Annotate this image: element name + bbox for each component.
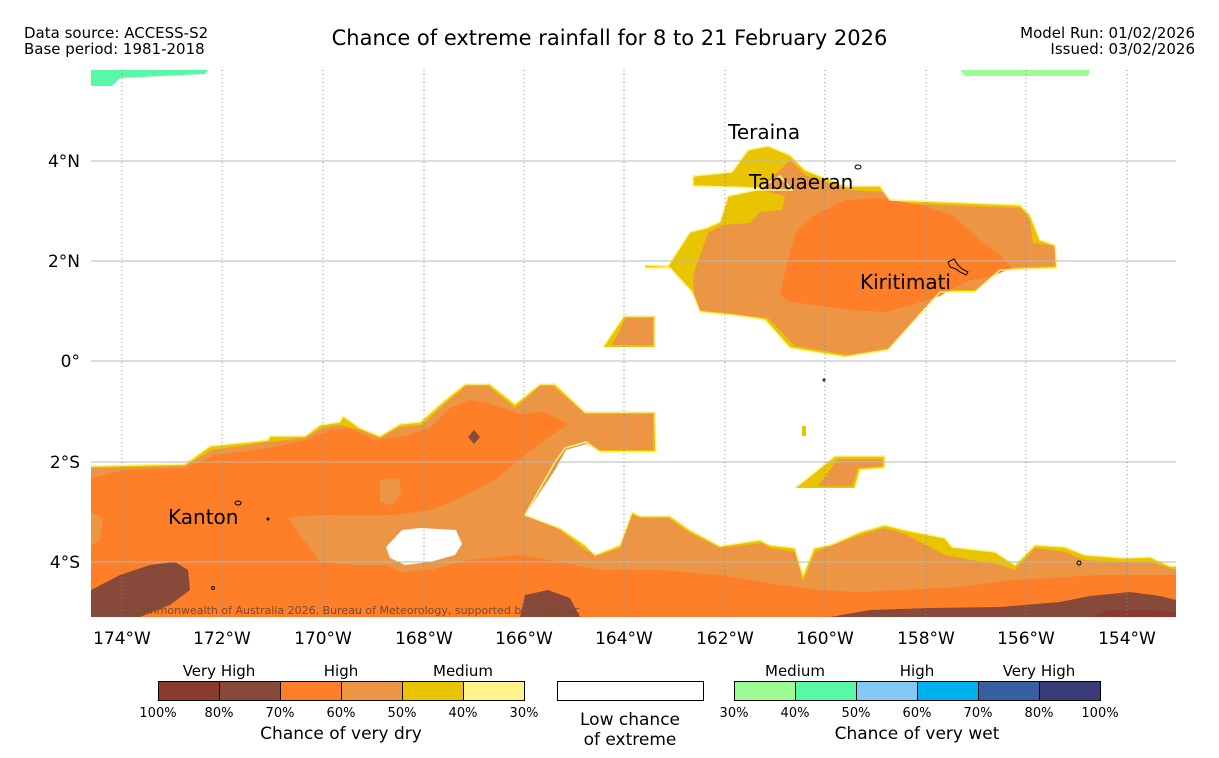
dry-dot-small xyxy=(802,426,806,436)
very-dry-region-s xyxy=(520,590,580,617)
wet-swatch xyxy=(979,682,1040,700)
low-chance-label: Low chance of extreme xyxy=(540,710,720,750)
lat-label: 2°S xyxy=(50,453,80,473)
latitude-labels: 4°N 2°N 0° 2°S 4°S xyxy=(48,152,80,573)
dry-region-south-core xyxy=(91,400,1176,617)
lon-label: 160°W xyxy=(796,629,854,649)
place-labels: Teraina Tabuaeran Kiritimati Kanton xyxy=(168,120,951,529)
lon-label: 170°W xyxy=(294,629,352,649)
header-right: Model Run: 01/02/2026 Issued: 03/02/2026 xyxy=(1020,25,1195,57)
wet-region-ne xyxy=(960,70,1090,76)
dry-legend-title: Chance of very dry xyxy=(260,724,422,744)
gridlines xyxy=(91,70,1176,617)
lon-label: 156°W xyxy=(997,629,1055,649)
dry-patch-dark xyxy=(468,430,480,444)
lat-label: 0° xyxy=(61,352,80,372)
base-period-text: Base period: 1981-2018 xyxy=(24,40,205,58)
data-source-text: Data source: ACCESS-S2 xyxy=(24,24,209,42)
wet-tick: 70% xyxy=(963,706,993,721)
dry-swatch xyxy=(220,682,281,700)
dry-swatch xyxy=(342,682,403,700)
wet-tick: 80% xyxy=(1024,706,1054,721)
place-label-teraina: Teraina xyxy=(727,120,800,144)
dry-tick: 70% xyxy=(265,706,295,721)
lat-label: 2°N xyxy=(48,252,80,272)
wet-tick: 30% xyxy=(719,706,749,721)
place-label-tabuaeran: Tabuaeran xyxy=(748,170,853,194)
dry-tick: 100% xyxy=(139,706,177,721)
lat-label: 4°S xyxy=(50,553,80,573)
wet-region-nw xyxy=(91,70,208,86)
island-small-east xyxy=(1076,560,1082,566)
island-outlines xyxy=(211,164,1082,590)
dry-patch-south-mid-inner xyxy=(818,459,882,486)
wet-swatch xyxy=(1040,682,1100,700)
low-chance-line1: Low chance xyxy=(580,710,680,730)
wet-category-high: High xyxy=(899,662,935,680)
dry-patch-orange-a xyxy=(380,478,402,505)
dry-category-high: High xyxy=(323,662,359,680)
dry-swatch xyxy=(403,682,464,700)
map-title: Chance of extreme rainfall for 8 to 21 F… xyxy=(331,26,888,50)
lon-label: 168°W xyxy=(395,629,453,649)
dry-region-north-core xyxy=(780,198,1012,312)
dry-tick: 40% xyxy=(448,706,478,721)
wet-category-very-high: Very High xyxy=(1002,662,1076,680)
dry-tick: 60% xyxy=(326,706,356,721)
low-chance-swatch xyxy=(557,681,704,701)
very-dry-region-sw xyxy=(91,562,190,617)
island-small-kanton xyxy=(266,517,270,521)
wet-tick: 60% xyxy=(902,706,932,721)
island-tabuaeran xyxy=(854,164,862,170)
copyright-text: © Commonwealth of Australia 2026, Bureau… xyxy=(117,604,580,617)
lat-label: 4°N xyxy=(48,152,80,172)
wet-tick: 40% xyxy=(780,706,810,721)
dry-tick: 50% xyxy=(387,706,417,721)
low-chance-line2: of extreme xyxy=(583,730,677,750)
dry-swatch xyxy=(464,682,524,700)
dry-colorbar xyxy=(158,681,525,701)
lon-label: 174°W xyxy=(93,629,151,649)
dry-tick: 30% xyxy=(509,706,539,721)
lon-label: 158°W xyxy=(897,629,955,649)
model-run-text: Model Run: 01/02/2026 xyxy=(1020,24,1195,42)
wet-tick: 100% xyxy=(1081,706,1119,721)
wet-swatch xyxy=(857,682,918,700)
dry-patch-orange-b xyxy=(91,512,103,546)
lon-label: 172°W xyxy=(193,629,251,649)
place-label-kiritimati: Kiritimati xyxy=(860,270,951,294)
place-label-kanton: Kanton xyxy=(168,505,238,529)
rainfall-map: 4°N 2°N 0° 2°S 4°S 174°W 172°W 170°W 168… xyxy=(48,70,1176,649)
very-dry-region-se-darker xyxy=(1090,610,1176,617)
island-small-sw xyxy=(211,586,215,590)
lon-label: 166°W xyxy=(495,629,553,649)
lon-label: 154°W xyxy=(1098,629,1156,649)
very-dry-region-se xyxy=(830,592,1176,617)
issued-text: Issued: 03/02/2026 xyxy=(1050,40,1195,58)
longitude-labels: 174°W 172°W 170°W 168°W 166°W 164°W 162°… xyxy=(93,629,1156,649)
wet-category-medium: Medium xyxy=(765,662,825,680)
dry-patch-equator-inner xyxy=(612,318,653,345)
wet-swatch xyxy=(918,682,979,700)
dry-category-very-high: Very High xyxy=(182,662,256,680)
wet-legend-title: Chance of very wet xyxy=(834,724,1000,744)
island-small-equator xyxy=(822,378,826,382)
map-shading xyxy=(91,70,1176,617)
dry-swatch xyxy=(159,682,220,700)
dry-swatch xyxy=(281,682,342,700)
dry-tick: 80% xyxy=(204,706,234,721)
lon-label: 162°W xyxy=(696,629,754,649)
header-left: Data source: ACCESS-S2 Base period: 1981… xyxy=(24,25,208,57)
wet-tick: 50% xyxy=(841,706,871,721)
wet-colorbar xyxy=(734,681,1101,701)
island-kiritimati xyxy=(947,258,969,276)
wet-swatch xyxy=(796,682,857,700)
wet-swatch xyxy=(735,682,796,700)
lon-label: 164°W xyxy=(595,629,653,649)
island-kanton xyxy=(234,500,242,506)
dry-category-medium: Medium xyxy=(433,662,493,680)
